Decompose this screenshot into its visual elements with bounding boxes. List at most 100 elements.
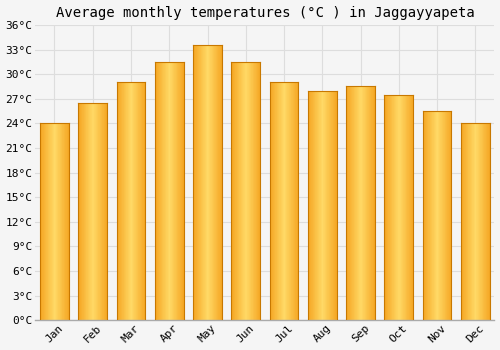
- Bar: [335, 91, 336, 320]
- Bar: [355, 86, 356, 320]
- Bar: [325, 91, 326, 320]
- Bar: [429, 111, 430, 320]
- Bar: [83, 103, 84, 320]
- Bar: [485, 123, 486, 320]
- Bar: [243, 62, 244, 320]
- Bar: [51, 123, 52, 320]
- Bar: [334, 91, 335, 320]
- Bar: [179, 62, 180, 320]
- Bar: [483, 123, 484, 320]
- Bar: [389, 94, 390, 320]
- Bar: [391, 94, 392, 320]
- Bar: [368, 86, 369, 320]
- Bar: [320, 91, 321, 320]
- Bar: [318, 91, 319, 320]
- Bar: [432, 111, 433, 320]
- Bar: [294, 82, 295, 320]
- Bar: [282, 82, 283, 320]
- Bar: [170, 62, 171, 320]
- Bar: [123, 82, 124, 320]
- Bar: [205, 46, 206, 320]
- Bar: [164, 62, 165, 320]
- Bar: [394, 94, 395, 320]
- Bar: [95, 103, 96, 320]
- Bar: [196, 46, 197, 320]
- Bar: [295, 82, 296, 320]
- Bar: [441, 111, 442, 320]
- Bar: [473, 123, 474, 320]
- Bar: [172, 62, 174, 320]
- Bar: [183, 62, 184, 320]
- Bar: [236, 62, 237, 320]
- Bar: [256, 62, 257, 320]
- Bar: [99, 103, 100, 320]
- Bar: [47, 123, 48, 320]
- Bar: [207, 46, 208, 320]
- Bar: [67, 123, 68, 320]
- Bar: [435, 111, 436, 320]
- Bar: [360, 86, 361, 320]
- Bar: [273, 82, 274, 320]
- Bar: [326, 91, 327, 320]
- Bar: [428, 111, 429, 320]
- Bar: [357, 86, 358, 320]
- Bar: [259, 62, 260, 320]
- Bar: [84, 103, 86, 320]
- Bar: [167, 62, 168, 320]
- Bar: [283, 82, 284, 320]
- Bar: [442, 111, 443, 320]
- Bar: [364, 86, 365, 320]
- Bar: [289, 82, 290, 320]
- Bar: [462, 123, 464, 320]
- Bar: [274, 82, 275, 320]
- Bar: [410, 94, 411, 320]
- Bar: [244, 62, 245, 320]
- Bar: [232, 62, 233, 320]
- Bar: [242, 62, 243, 320]
- Bar: [287, 82, 288, 320]
- Bar: [257, 62, 258, 320]
- Bar: [374, 86, 375, 320]
- Bar: [201, 46, 202, 320]
- Bar: [252, 62, 253, 320]
- Bar: [78, 103, 79, 320]
- Bar: [409, 94, 410, 320]
- Bar: [140, 82, 141, 320]
- Bar: [251, 62, 252, 320]
- Bar: [212, 46, 213, 320]
- Bar: [209, 46, 210, 320]
- Bar: [286, 82, 287, 320]
- Bar: [296, 82, 297, 320]
- Bar: [404, 94, 405, 320]
- Bar: [479, 123, 480, 320]
- Bar: [346, 86, 347, 320]
- Bar: [168, 62, 169, 320]
- Bar: [275, 82, 276, 320]
- Bar: [291, 82, 292, 320]
- Bar: [373, 86, 374, 320]
- Bar: [277, 82, 278, 320]
- Bar: [91, 103, 92, 320]
- Bar: [100, 103, 101, 320]
- Bar: [105, 103, 106, 320]
- Bar: [480, 123, 481, 320]
- Bar: [449, 111, 450, 320]
- Bar: [160, 62, 161, 320]
- Bar: [400, 94, 401, 320]
- Bar: [313, 91, 314, 320]
- Bar: [180, 62, 182, 320]
- Bar: [433, 111, 434, 320]
- Bar: [138, 82, 139, 320]
- Bar: [324, 91, 325, 320]
- Bar: [245, 62, 246, 320]
- Bar: [42, 123, 43, 320]
- Bar: [448, 111, 449, 320]
- Bar: [103, 103, 104, 320]
- Bar: [86, 103, 87, 320]
- Bar: [119, 82, 120, 320]
- Bar: [102, 103, 103, 320]
- Bar: [55, 123, 56, 320]
- Bar: [216, 46, 218, 320]
- Bar: [308, 91, 309, 320]
- Bar: [238, 62, 239, 320]
